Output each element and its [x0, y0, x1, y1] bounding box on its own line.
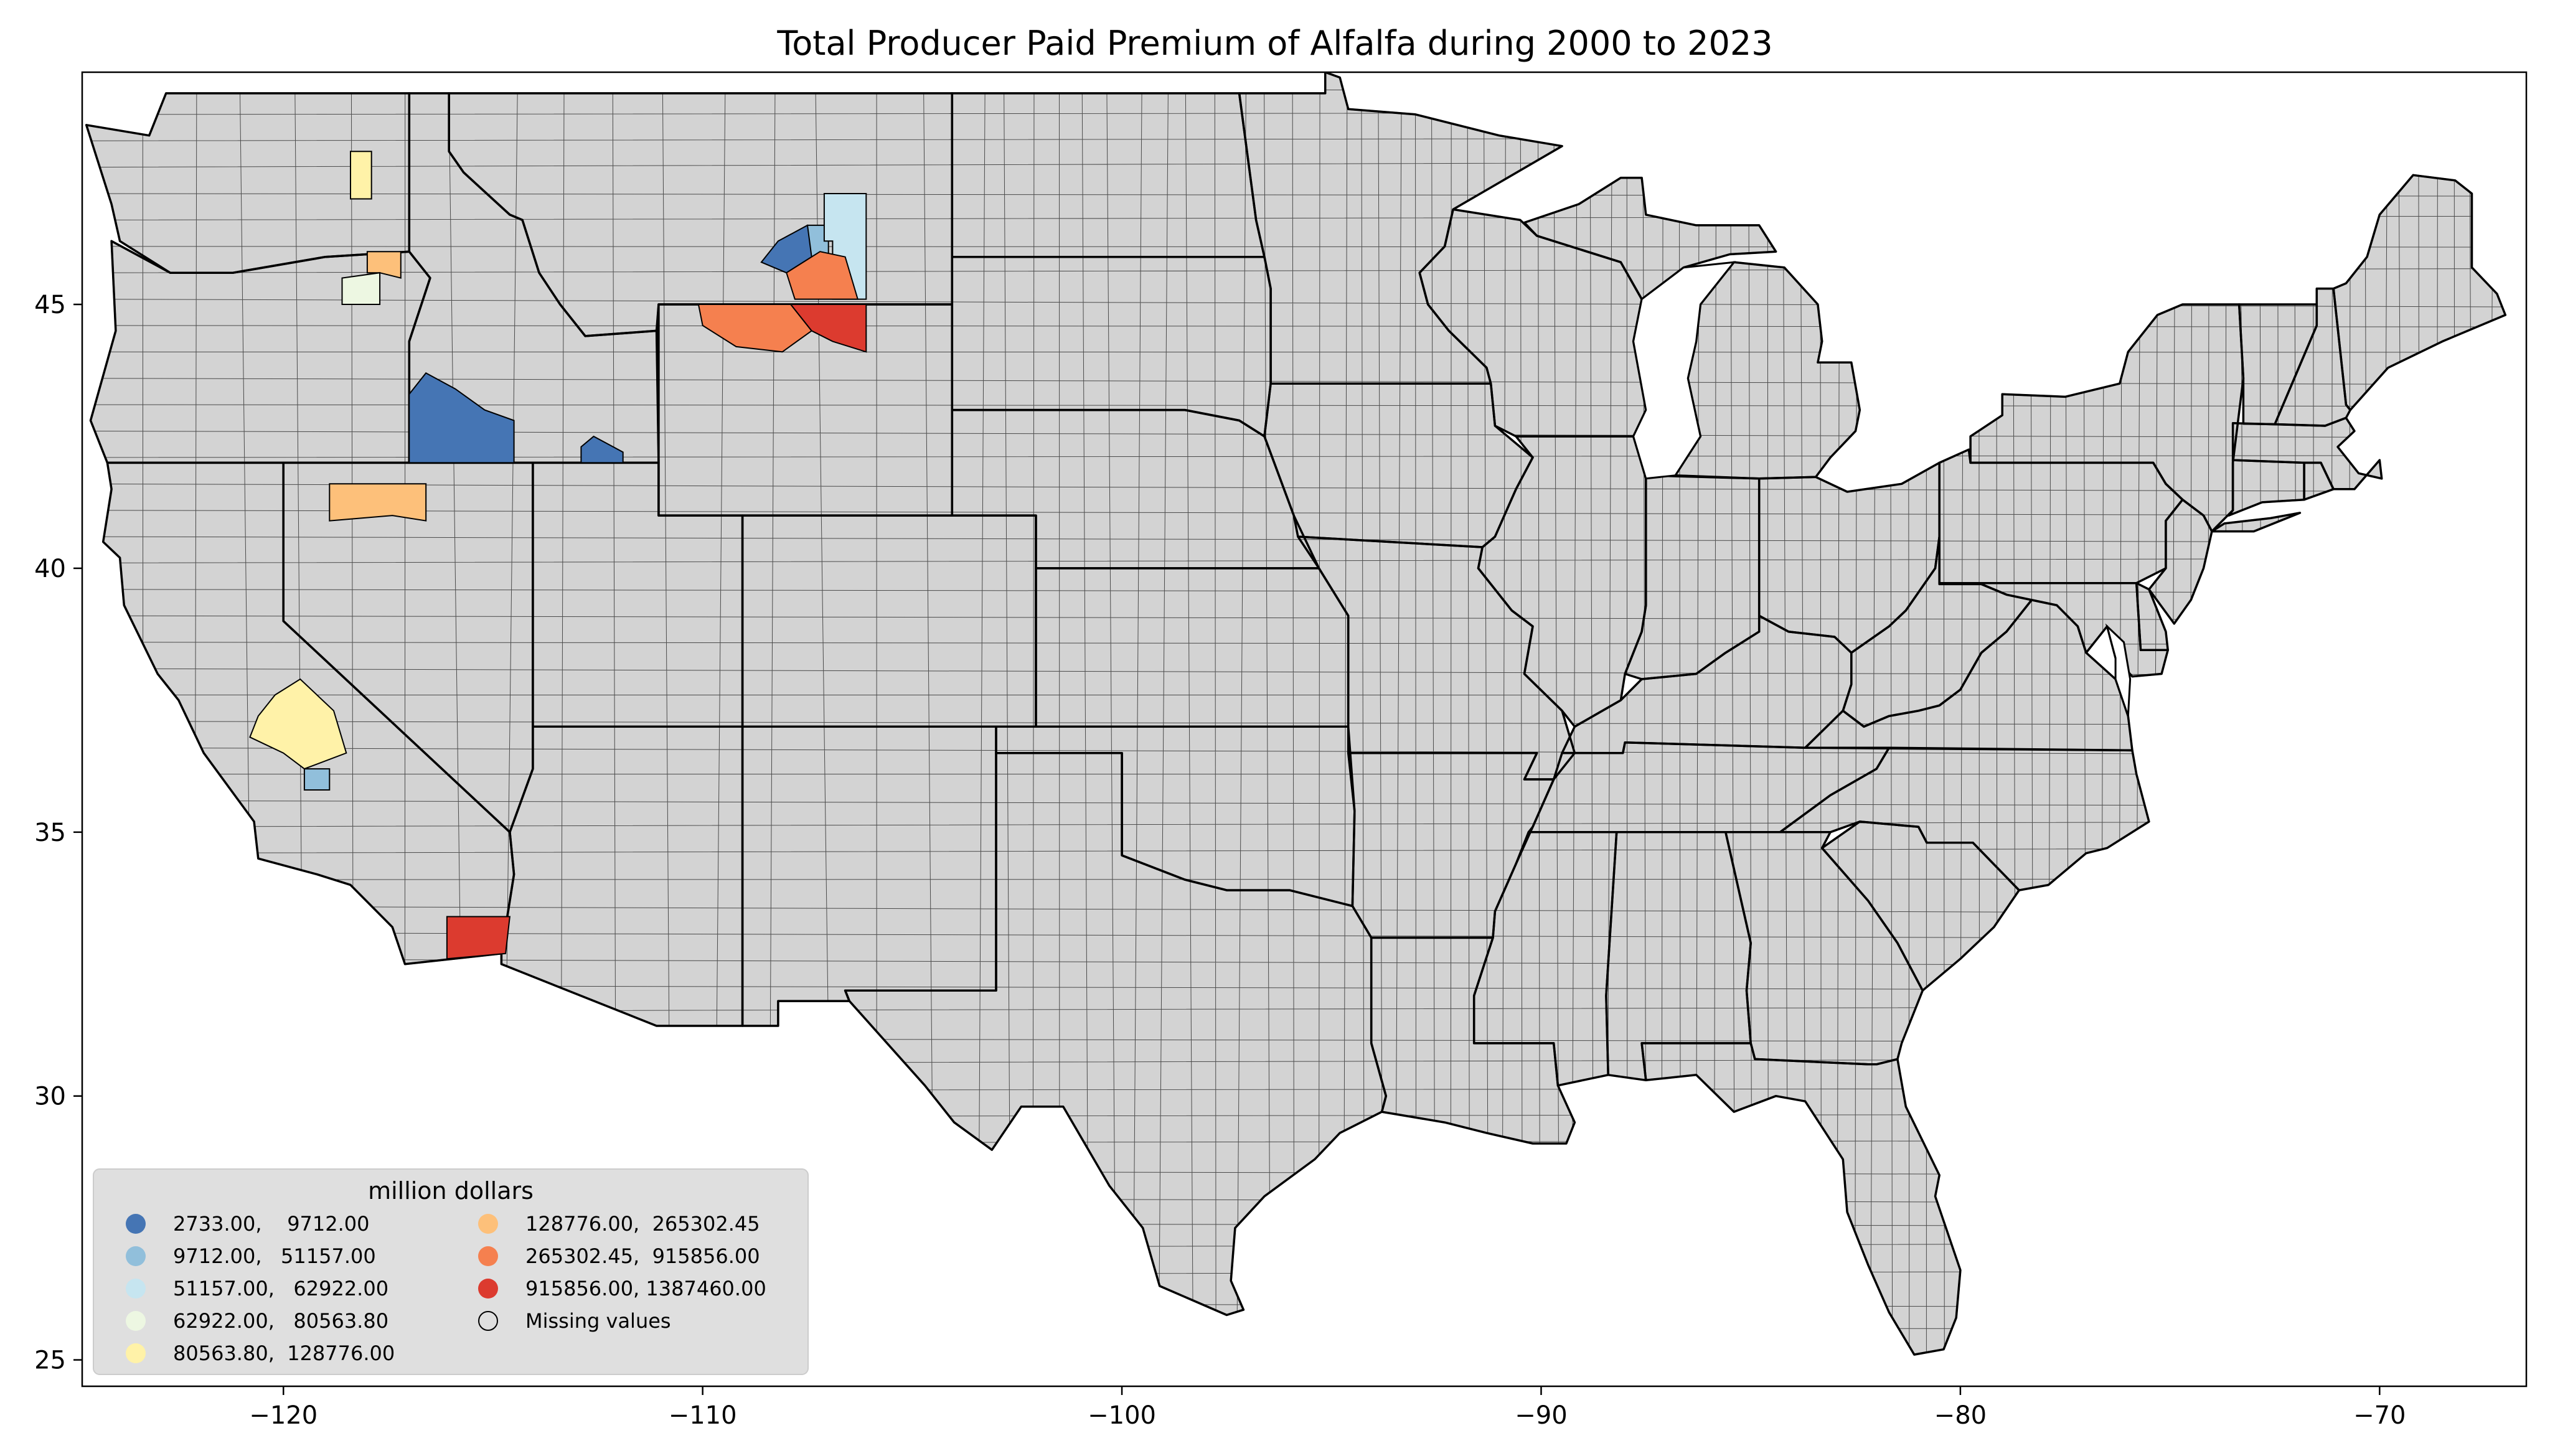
legend-entry: 62922.00, 80563.80: [126, 1309, 388, 1333]
state-shape: [1938, 448, 2184, 585]
legend-entry: 80563.80, 128776.00: [126, 1341, 395, 1365]
legend-title: million dollars: [368, 1177, 534, 1205]
y-tick-label: 45: [34, 291, 66, 319]
county-montana-south-central-d: [786, 251, 859, 300]
legend-label: 9712.00, 51157.00: [173, 1244, 376, 1268]
county-idaho-southwest: [408, 372, 515, 464]
x-tick-label: −100: [1088, 1401, 1156, 1430]
legend-marker-missing: [478, 1311, 498, 1331]
map-title: Total Producer Paid Premium of Alfalfa d…: [776, 24, 1772, 63]
state-border: [951, 408, 1320, 570]
county-washington-east: [350, 151, 372, 200]
legend-label: 51157.00, 62922.00: [173, 1277, 388, 1300]
state-border: [2231, 416, 2383, 491]
county-oregon-northeast: [366, 251, 402, 279]
county-nevada-north: [329, 483, 427, 522]
x-tick-label: −110: [669, 1401, 737, 1430]
y-tick-label: 25: [34, 1346, 66, 1375]
state-shape: [741, 725, 997, 1027]
state-borders: [85, 72, 2507, 1356]
water-bodies: [1632, 261, 2132, 716]
county-california-central-valley-south: [303, 768, 331, 791]
county-wyoming-north-b: [789, 304, 867, 353]
y-tick-label: 40: [34, 555, 66, 583]
legend-entry: 51157.00, 62922.00: [126, 1277, 388, 1300]
legend-marker: [478, 1279, 498, 1299]
legend-entry: 128776.00, 265302.45: [478, 1212, 760, 1236]
y-axis: 25 30 35 40 45: [34, 291, 82, 1375]
legend-entry: 915856.00, 1387460.00: [478, 1277, 766, 1300]
legend-marker: [478, 1246, 498, 1266]
state-border: [1523, 176, 1777, 301]
county-idaho-southeast: [580, 435, 624, 464]
legend-marker: [126, 1214, 146, 1234]
county-oregon-idaho-border: [341, 272, 381, 305]
state-shape: [951, 92, 1266, 258]
state-border: [2211, 512, 2302, 533]
state-border: [844, 751, 1388, 1317]
x-axis: −120 −110 −100 −90 −80 −70: [249, 1386, 2406, 1430]
legend-entry: 265302.45, 915856.00: [478, 1244, 760, 1268]
plot-area: [81, 71, 2528, 1388]
legend-label: Missing values: [525, 1309, 671, 1333]
legend-entry: 2733.00, 9712.00: [126, 1212, 370, 1236]
y-tick-label: 30: [34, 1083, 66, 1111]
legend-label: 62922.00, 80563.80: [173, 1309, 388, 1333]
county-california-imperial: [446, 916, 511, 960]
legend-label: 915856.00, 1387460.00: [525, 1277, 766, 1300]
legend-label: 265302.45, 915856.00: [525, 1244, 760, 1268]
state-border: [2148, 498, 2213, 625]
legend-marker: [478, 1214, 498, 1234]
lake-shape: [1632, 261, 1736, 480]
legend-marker: [126, 1311, 146, 1331]
us-map: [85, 72, 2507, 1356]
y-tick-label: 35: [34, 819, 66, 847]
legend-marker: [126, 1279, 146, 1299]
x-tick-label: −70: [2353, 1401, 2406, 1430]
highlighted-counties: [249, 151, 867, 960]
legend-label: 128776.00, 265302.45: [525, 1212, 760, 1236]
legend-label: 80563.80, 128776.00: [173, 1341, 395, 1365]
plot-frame: [81, 71, 2528, 1388]
lake-shape: [2105, 623, 2132, 716]
state-border: [1640, 1042, 1962, 1356]
legend-marker: [126, 1343, 146, 1363]
legend-entry: Missing values: [478, 1309, 671, 1333]
state-border: [2332, 174, 2507, 411]
legend-entries: 2733.00, 9712.00 9712.00, 51157.00 51157.0…: [126, 1212, 766, 1365]
legend: million dollars 2733.00, 9712.00 9712.00,…: [93, 1168, 809, 1375]
state-shape: [1035, 567, 1350, 728]
legend-box: [93, 1168, 809, 1375]
x-tick-label: −90: [1515, 1401, 1567, 1430]
x-tick-label: −120: [249, 1401, 318, 1430]
legend-label: 2733.00, 9712.00: [173, 1212, 370, 1236]
legend-marker: [126, 1246, 146, 1266]
legend-entry: 9712.00, 51157.00: [126, 1244, 376, 1268]
state-border: [1779, 746, 2150, 891]
x-tick-label: −80: [1934, 1401, 1987, 1430]
